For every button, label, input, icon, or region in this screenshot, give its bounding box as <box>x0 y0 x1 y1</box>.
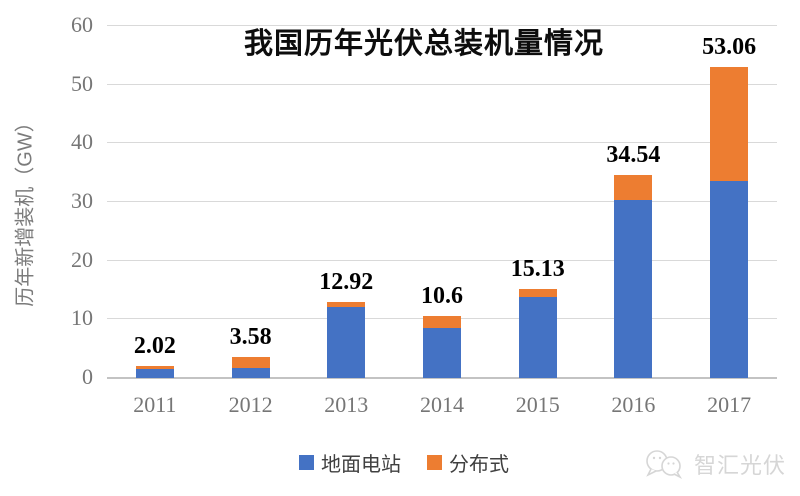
gridline-y-20 <box>107 259 777 261</box>
x-tick-label-2012: 2012 <box>228 392 273 417</box>
chart-title: 我国历年光伏总装机量情况 <box>243 28 605 60</box>
plot-area: 2.02 2011 3.58 2012 12.92 2013 10.6 2014 15.13 20… <box>107 25 777 417</box>
legend-item-ground: 地面电站 <box>299 448 401 477</box>
x-tick-label-2011: 2011 <box>133 392 177 417</box>
y-tick-label-0: 0 <box>82 364 93 389</box>
x-tick-label-2016: 2016 <box>611 392 656 417</box>
chat-bubbles-icon <box>646 450 683 479</box>
gridline-y-50 <box>107 83 777 85</box>
x-tick-label-2015: 2015 <box>515 392 560 417</box>
y-tick-label-40: 40 <box>71 129 93 155</box>
data-label-2013: 12.92 <box>319 269 374 296</box>
bar-2013-distributed <box>327 302 366 307</box>
y-tick-label-20: 20 <box>71 246 93 272</box>
data-label-2015: 15.13 <box>510 256 565 283</box>
watermark: 智汇光伏 <box>644 448 786 480</box>
x-tick-label-2013: 2013 <box>324 392 369 417</box>
x-tick-label-2014: 2014 <box>420 392 464 417</box>
bar-2014-ground <box>423 327 461 378</box>
y-tick-label-30: 30 <box>71 188 93 213</box>
bar-2011-distributed <box>135 366 174 370</box>
bar-2013-ground <box>327 306 366 378</box>
gridline-y-30 <box>107 201 777 202</box>
gridline-y-40 <box>107 142 777 144</box>
bar-2011-ground <box>135 369 174 378</box>
bar-2016-ground <box>614 200 653 378</box>
bar-2012-distributed <box>231 357 270 369</box>
legend-item-distributed: 分布式 <box>427 448 509 477</box>
bar-2017-distributed <box>710 66 749 181</box>
y-tick-label-50: 50 <box>71 70 93 96</box>
y-tick-label-10: 10 <box>71 305 93 331</box>
legend-swatch-icon <box>427 455 442 470</box>
data-label-2012: 3.58 <box>229 324 272 350</box>
legend-swatch-icon <box>299 455 314 470</box>
data-label-2017: 53.06 <box>702 33 757 60</box>
watermark-text: 智汇光伏 <box>693 453 786 478</box>
x-tick-label-2017: 2017 <box>707 392 752 417</box>
bar-2017-ground <box>710 180 749 378</box>
bar-2014-distributed <box>423 315 461 328</box>
data-label-2011: 2.02 <box>133 333 176 360</box>
bar-2015-ground <box>518 297 557 378</box>
bar-2016-distributed <box>614 175 653 201</box>
data-label-2014: 10.6 <box>421 282 463 309</box>
gridline-y-0 <box>107 377 777 379</box>
legend-label: 分布式 <box>449 454 509 476</box>
legend: 地面电站 分布式 <box>299 448 509 477</box>
legend-label: 地面电站 <box>321 454 401 476</box>
bar-2012-ground <box>231 368 270 378</box>
gridline-y-60 <box>107 25 777 26</box>
bar-2015-distributed <box>518 289 557 298</box>
y-tick-label-60: 60 <box>71 12 93 37</box>
data-label-2016: 34.54 <box>606 142 661 169</box>
